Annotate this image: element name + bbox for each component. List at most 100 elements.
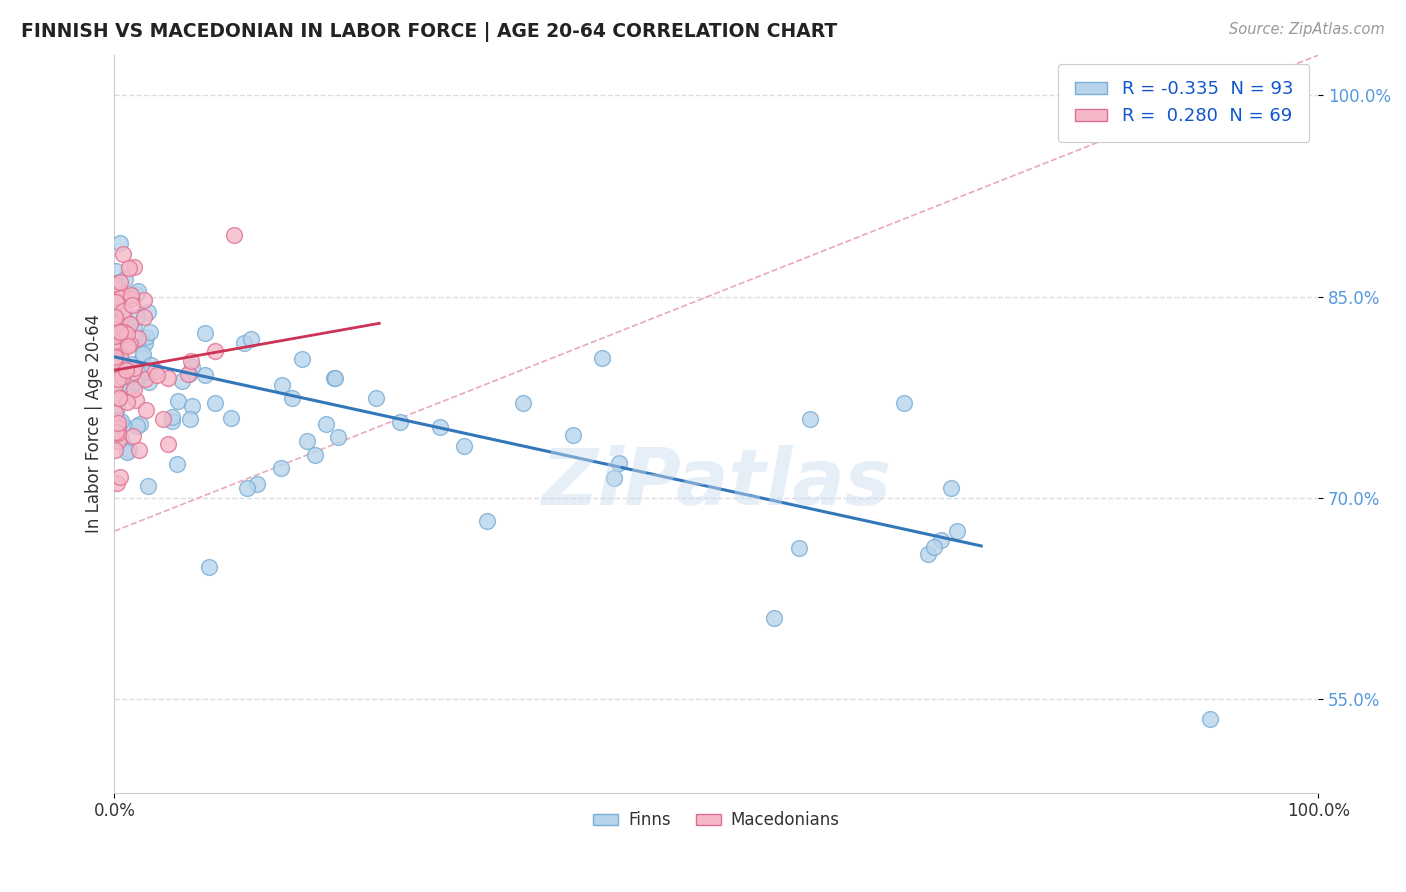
Point bbox=[110, 415, 132, 429]
Point bbox=[138, 365, 160, 379]
Point bbox=[172, 374, 194, 388]
Point bbox=[107, 364, 129, 378]
Point bbox=[270, 460, 292, 475]
Point bbox=[893, 396, 915, 410]
Point bbox=[105, 276, 128, 290]
Point bbox=[180, 399, 202, 413]
Point bbox=[104, 307, 127, 321]
Point bbox=[143, 364, 166, 378]
Point bbox=[118, 317, 141, 331]
Point bbox=[120, 288, 142, 302]
Point bbox=[204, 344, 226, 359]
Point bbox=[180, 354, 202, 368]
Point bbox=[139, 359, 162, 373]
Point bbox=[271, 378, 294, 392]
Point bbox=[111, 326, 134, 341]
Point bbox=[146, 368, 169, 383]
Point bbox=[110, 292, 132, 306]
Y-axis label: In Labor Force | Age 20-64: In Labor Force | Age 20-64 bbox=[86, 314, 103, 533]
Point bbox=[107, 421, 129, 435]
Point bbox=[108, 276, 131, 290]
Point bbox=[105, 475, 128, 490]
Point bbox=[114, 272, 136, 286]
Point bbox=[236, 481, 259, 495]
Point bbox=[122, 428, 145, 442]
Point bbox=[111, 308, 134, 322]
Point bbox=[763, 611, 786, 625]
Point bbox=[105, 318, 128, 333]
Point bbox=[104, 377, 127, 392]
Point bbox=[118, 442, 141, 457]
Point bbox=[103, 329, 125, 343]
Point bbox=[125, 286, 148, 301]
Point bbox=[110, 346, 132, 360]
Point bbox=[103, 343, 125, 357]
Point bbox=[117, 445, 139, 459]
Point bbox=[799, 412, 821, 426]
Point bbox=[108, 349, 131, 363]
Point bbox=[103, 316, 125, 330]
Point bbox=[136, 304, 159, 318]
Point bbox=[233, 336, 256, 351]
Point bbox=[115, 362, 138, 376]
Point bbox=[104, 406, 127, 420]
Point bbox=[110, 469, 132, 483]
Point bbox=[132, 293, 155, 307]
Point bbox=[222, 227, 245, 242]
Point bbox=[125, 371, 148, 385]
Point bbox=[104, 352, 127, 367]
Point bbox=[103, 277, 125, 292]
Point bbox=[110, 324, 132, 338]
Point bbox=[122, 260, 145, 274]
Point bbox=[111, 370, 134, 384]
Point bbox=[176, 368, 198, 382]
Point bbox=[245, 477, 267, 491]
Point bbox=[181, 359, 204, 374]
Point bbox=[121, 298, 143, 312]
Point bbox=[453, 439, 475, 453]
Point bbox=[561, 428, 583, 442]
Point bbox=[107, 344, 129, 359]
Point bbox=[128, 442, 150, 457]
Point bbox=[134, 335, 156, 350]
Point bbox=[107, 372, 129, 386]
Point bbox=[104, 350, 127, 364]
Point bbox=[138, 375, 160, 389]
Point bbox=[108, 325, 131, 339]
Point bbox=[136, 479, 159, 493]
Text: Source: ZipAtlas.com: Source: ZipAtlas.com bbox=[1229, 22, 1385, 37]
Point bbox=[121, 357, 143, 371]
Point bbox=[129, 366, 152, 380]
Point bbox=[941, 482, 963, 496]
Point bbox=[104, 323, 127, 337]
Point bbox=[177, 367, 200, 381]
Point bbox=[198, 559, 221, 574]
Point bbox=[931, 533, 953, 548]
Point bbox=[131, 351, 153, 366]
Point bbox=[127, 284, 149, 298]
Point bbox=[112, 326, 135, 340]
Point bbox=[108, 390, 131, 404]
Point bbox=[204, 396, 226, 410]
Point bbox=[787, 541, 810, 556]
Point bbox=[104, 310, 127, 324]
Point bbox=[221, 410, 243, 425]
Point bbox=[112, 303, 135, 318]
Point bbox=[120, 317, 142, 331]
Point bbox=[323, 371, 346, 385]
Point bbox=[160, 414, 183, 428]
Point bbox=[132, 347, 155, 361]
Point bbox=[107, 391, 129, 405]
Point bbox=[917, 548, 939, 562]
Point bbox=[104, 329, 127, 343]
Point bbox=[429, 420, 451, 434]
Point bbox=[115, 326, 138, 341]
Point bbox=[124, 392, 146, 407]
Point bbox=[120, 380, 142, 394]
Point bbox=[107, 434, 129, 448]
Point bbox=[125, 310, 148, 324]
Point bbox=[104, 263, 127, 277]
Text: ZiPatlas: ZiPatlas bbox=[541, 445, 891, 521]
Point bbox=[922, 541, 945, 555]
Point bbox=[512, 396, 534, 410]
